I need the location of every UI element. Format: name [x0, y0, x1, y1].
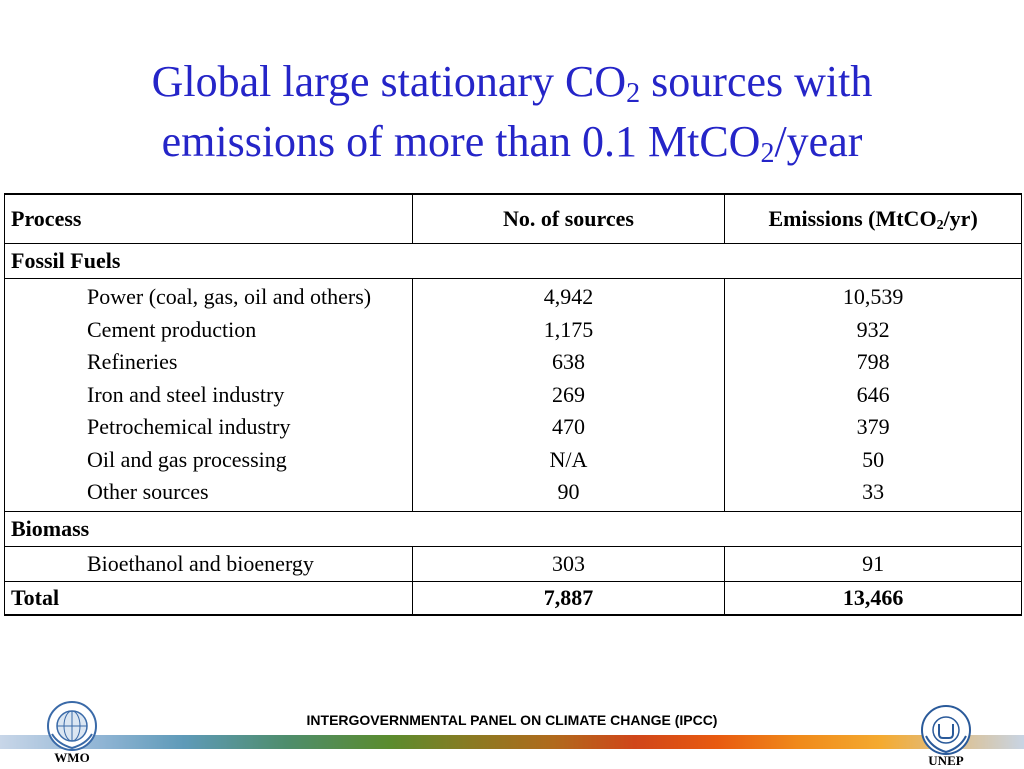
table-row: Refineries 638 798: [4, 346, 1022, 379]
header-emissions-text: Emissions (MtCO: [768, 206, 937, 231]
row-sources: 638: [411, 346, 726, 379]
row-emissions: 33: [724, 476, 1022, 512]
header-emissions: Emissions (MtCO2/yr): [724, 193, 1022, 244]
section-label: Biomass: [4, 510, 1022, 547]
row-sources: 4,942: [411, 278, 726, 314]
title-line2-subscript: 2: [760, 138, 775, 169]
table-header-row: Process No. of sources Emissions (MtCO2/…: [4, 193, 1022, 244]
row-process: Refineries: [4, 346, 413, 379]
table-row: Oil and gas processing N/A 50: [4, 443, 1022, 476]
row-emissions: 379: [724, 411, 1022, 444]
table-row: Petrochemical industry 470 379: [4, 411, 1022, 444]
row-emissions: 91: [724, 545, 1022, 582]
section-row-fossil-fuels: Fossil Fuels: [4, 243, 1022, 279]
title-line1-text: Global large stationary CO: [151, 57, 627, 106]
title-line2-text: emissions of more than 0.1 MtCO: [161, 117, 761, 166]
row-sources: N/A: [411, 443, 726, 476]
row-process: Power (coal, gas, oil and others): [4, 278, 413, 314]
row-process: Iron and steel industry: [4, 378, 413, 411]
table-row: Iron and steel industry 269 646: [4, 378, 1022, 411]
row-process: Petrochemical industry: [4, 411, 413, 444]
row-process: Cement production: [4, 313, 413, 346]
header-sources: No. of sources: [411, 193, 726, 244]
row-process: Bioethanol and bioenergy: [4, 545, 413, 582]
table-row: Bioethanol and bioenergy 303 91: [4, 545, 1022, 582]
title-line1-text-end: sources with: [640, 57, 873, 106]
row-emissions: 798: [724, 346, 1022, 379]
emissions-table: Process No. of sources Emissions (MtCO2/…: [4, 193, 1022, 616]
footer-text: INTERGOVERNMENTAL PANEL ON CLIMATE CHANG…: [306, 712, 718, 728]
total-emissions: 13,466: [724, 580, 1022, 616]
wmo-label: WMO: [54, 750, 90, 765]
table-row: Power (coal, gas, oil and others) 4,942 …: [4, 278, 1022, 314]
row-emissions: 646: [724, 378, 1022, 411]
wmo-logo-icon: [47, 701, 97, 751]
row-sources: 303: [411, 545, 726, 582]
table-row: Cement production 1,175 932: [4, 313, 1022, 346]
total-sources: 7,887: [411, 580, 726, 616]
total-label: Total: [4, 580, 413, 616]
title-line-1: Global large stationary CO2 sources with: [0, 52, 1024, 112]
row-process: Oil and gas processing: [4, 443, 413, 476]
header-process: Process: [4, 193, 413, 244]
table-row: Other sources 90 33: [4, 476, 1022, 512]
section-label: Fossil Fuels: [4, 243, 1022, 279]
unep-label: UNEP: [928, 753, 964, 768]
row-sources: 269: [411, 378, 726, 411]
header-emissions-text-end: /yr): [943, 206, 978, 231]
row-emissions: 10,539: [724, 278, 1022, 314]
row-process: Other sources: [4, 476, 413, 512]
header-emissions-subscript: 2: [936, 218, 944, 233]
slide-title: Global large stationary CO2 sources with…: [0, 52, 1024, 172]
title-line1-subscript: 2: [626, 78, 641, 109]
row-sources: 1,175: [411, 313, 726, 346]
row-emissions: 50: [724, 443, 1022, 476]
title-line-2: emissions of more than 0.1 MtCO2/year: [0, 112, 1024, 172]
section-row-biomass: Biomass: [4, 510, 1022, 547]
row-emissions: 932: [724, 313, 1022, 346]
unep-logo-icon: [921, 705, 971, 755]
footer-gradient-bar: [0, 735, 1024, 749]
total-row: Total 7,887 13,466: [4, 580, 1022, 616]
title-line2-text-end: /year: [774, 117, 863, 166]
row-sources: 470: [411, 411, 726, 444]
row-sources: 90: [411, 476, 726, 512]
